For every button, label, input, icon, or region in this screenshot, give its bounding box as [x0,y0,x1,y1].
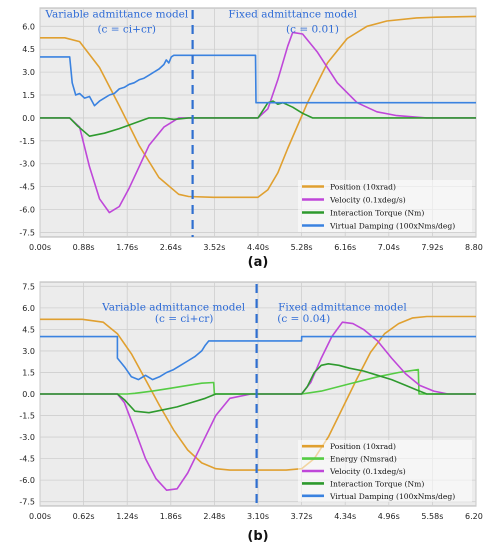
x-tick-label: 4.34s [334,512,356,521]
x-tick-label: 3.52s [203,243,225,252]
x-tick-label: 2.48s [203,512,225,521]
series-line-4 [40,54,476,107]
y-tick-label: 3.0 [22,68,35,77]
x-tick-label: 5.58s [421,512,443,521]
x-tick-label: 6.20s [465,512,483,521]
legend-label: Velocity (0.1xdeg/s) [329,196,406,205]
panel-label: (a) [248,255,269,270]
series-line-1 [40,315,476,471]
series-line-3 [40,100,476,137]
legend-label: Energy (Nmsrad) [330,455,397,464]
annotation-text: Variable admittance model [101,301,246,313]
x-tick-label: 6.16s [334,243,356,252]
y-tick-label: 1.5 [22,368,35,377]
y-tick-label: 6.0 [22,304,35,313]
x-tick-label: 7.04s [378,243,400,252]
legend-box [298,440,472,502]
y-tick-label: -6.0 [19,206,35,215]
y-tick-label: -7.5 [19,228,35,237]
annotation-text: (c = 0.01) [286,24,339,36]
x-tick-label: 1.24s [116,512,138,521]
x-tick-label: 1.76s [116,243,138,252]
x-tick-label: 4.96s [378,512,400,521]
y-tick-label: -3.0 [19,160,35,169]
x-tick-label: 5.28s [291,243,313,252]
y-tick-label: 6.0 [22,22,35,31]
y-tick-label: -1.5 [19,412,35,421]
y-tick-label: -1.5 [19,137,35,146]
x-tick-label: 0.62s [73,512,95,521]
x-tick-label: 3.72s [291,512,313,521]
y-tick-label: -3.0 [19,433,35,442]
annotation-text: Variable admittance model [44,8,189,20]
annotation-text: Fixed admittance model [228,8,357,20]
legend-label: Interaction Torque (Nm) [330,209,424,218]
y-tick-label: 7.5 [22,282,35,291]
x-tick-label: 7.92s [421,243,443,252]
legend-label: Position (10xrad) [330,442,396,451]
panel-label: (b) [247,529,268,544]
annotation-text: (c = ci+cr) [155,313,213,325]
series-line-5 [40,335,476,381]
x-tick-label: 0.88s [73,243,95,252]
chart-panel-2: 7.5 6.0 4.5 3.0 1.5 0.0 -1.5 -3.0 -4.5 -6.0 -7.5 0.… [19,281,483,544]
y-tick-label: 1.5 [22,91,35,100]
legend-label: Interaction Torque (Nm) [330,479,424,488]
legend-label: Position (10xrad) [330,183,396,192]
x-tick-label: 2.64s [160,243,182,252]
x-tick-label: 4.40s [247,243,269,252]
y-tick-label: 3.0 [22,347,35,356]
chart-panel-1: 6.0 4.5 3.0 1.5 0.0 -1.5 -3.0 -4.5 -6.0 -7.5 0.00s… [19,7,483,270]
y-tick-label: 0.0 [22,390,35,399]
x-tick-label: 0.00s [29,512,51,521]
y-tick-label: -6.0 [19,476,35,485]
x-tick-label: 3.10s [247,512,269,521]
annotation-text: (c = 0.04) [277,313,330,325]
y-tick-label: 4.5 [22,325,35,334]
x-tick-label: 8.80s [465,243,483,252]
x-tick-label: 0.00s [29,243,51,252]
legend-label: Virtual Damping (100xNms/deg) [329,492,455,501]
legend-label: Velocity (0.1xdeg/s) [329,467,406,476]
legend-label: Virtual Damping (100xNms/deg) [329,222,455,231]
legend-box [298,180,472,232]
annotation-text: (c = ci+cr) [97,24,155,36]
y-tick-label: 0.0 [22,114,35,123]
y-tick-label: -4.5 [19,183,35,192]
y-tick-label: -4.5 [19,455,35,464]
x-tick-label: 1.86s [160,512,182,521]
series-line-4 [40,362,476,414]
y-tick-label: 4.5 [22,45,35,54]
annotation-text: Fixed admittance model [278,301,407,313]
y-tick-label: -7.5 [19,498,35,507]
series-line-1 [40,15,477,199]
